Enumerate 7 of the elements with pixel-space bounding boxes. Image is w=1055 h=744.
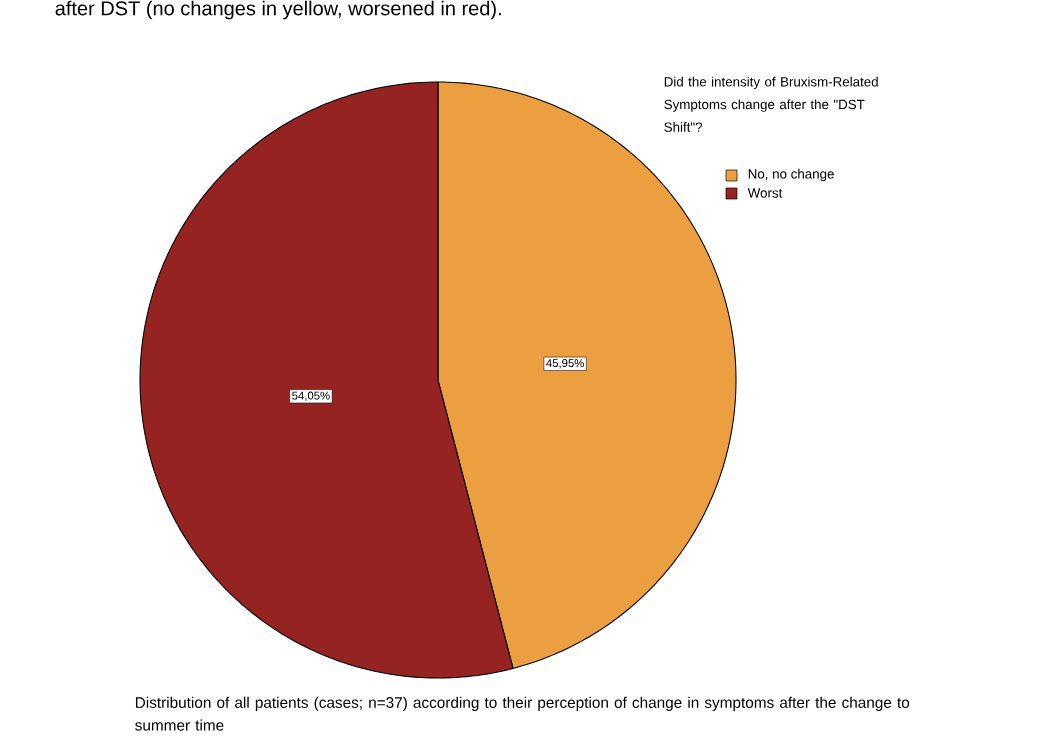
chart-title: after DST (no changes in yellow, worsened in red). (55, 0, 501, 20)
data-label: 54,05% (292, 391, 330, 401)
legend-title: Did the intensity of Bruxism-Related Symptoms change after the "DST Shift"? (664, 76, 878, 132)
data-label: 45,95% (546, 359, 584, 369)
legend-label: Worst (747, 188, 783, 198)
legend-label: No, no change (748, 168, 834, 182)
text: Distribution of all patients (cases; n=37) according to their perception of change in symptoms after the change to summer time (135, 696, 910, 731)
